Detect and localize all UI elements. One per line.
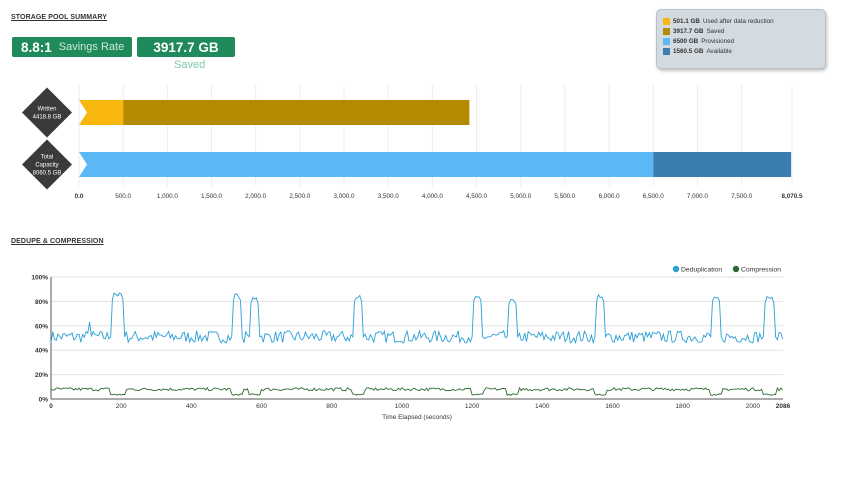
x-tick-label: 4,000.0 [422,193,444,200]
capacity-bar-chart: 0.0 500.0 1,000.0 1,500.0 2,000.0 2,500.0 3,00… [22,85,803,200]
savings-rate-label: Savings Rate [58,41,125,53]
legend-swatch [663,38,670,45]
legend-marker [732,265,740,273]
x-tick-label: 6,000.0 [599,193,621,200]
x-axis-title: Time Elapsed (seconds) [382,414,452,421]
x-tick-label: 3,500.0 [378,193,400,200]
y-tick-label: 40% [35,348,48,355]
x-tick-label: 2000 [746,403,761,410]
category-diamond [22,139,72,190]
y-tick-label: 60% [35,323,48,330]
x-tick-label: 7,000.0 [687,193,709,200]
legend-value: 3917.7 GB [673,28,704,35]
x-tick-label: 1000 [395,403,410,410]
legend-label: Provisioned [701,38,735,45]
series-line [50,386,783,397]
x-tick-label: 500.0 [115,193,131,200]
x-tick-label: 6,500.0 [643,193,665,200]
storage-pool-title: STORAGE POOL SUMMARY [11,14,107,21]
legend-item-used: 501.1 GB Used after data reduction [663,17,774,26]
legend-label: Compression [741,266,781,273]
legend-label: Deduplication [681,266,722,273]
x-tick-label: 3,000.0 [334,193,356,200]
saved-label: Saved [174,59,206,71]
category-name: Written [38,107,57,113]
bar-segment [123,100,470,125]
x-tick-label: 7,500.0 [731,193,753,200]
x-tick-label: 600 [256,403,267,410]
legend-label: Saved [706,28,725,35]
legend-value: 501.1 GB [673,18,700,25]
x-tick-label: 8,070.5 [781,193,803,200]
saved-value: 3917.7 GB [153,39,219,55]
x-tick-label: 4,500.0 [466,193,488,200]
legend-item-saved: 3917.7 GB Saved [663,27,724,36]
x-tick-label: 1600 [605,403,620,410]
x-tick-label: 1,500.0 [201,193,223,200]
y-tick-label: 80% [35,299,48,306]
category-name: Capacity [35,163,58,169]
legend-label: Available [706,48,732,55]
legend-item-provisioned: 6500 GB Provisioned [663,37,734,46]
category-value: 8060.5 GB [33,171,62,177]
y-tick-label: 0% [39,397,49,404]
legend-swatch [663,48,670,55]
x-tick-label: 0.0 [75,193,84,200]
savings-ratio: 8.8:1 [21,39,52,55]
x-tick-label: 1,000.0 [157,193,179,200]
x-tick-label: 5,000.0 [510,193,532,200]
category-value: 4418.8 GB [33,115,62,121]
legend-swatch [663,18,670,25]
x-tick-label: 0 [49,403,53,410]
y-tick-label: 20% [35,372,48,379]
legend-swatch [663,28,670,35]
dedupe-line-chart: 0% 20% 40% 60% 80% 100% 0 200 400 600 800 1000 1200 1… [31,265,791,421]
saved-badge: 3917.7 GB [137,37,235,57]
bar-segment [79,100,124,125]
legend-marker [672,265,680,273]
legend-label: Used after data reduction [702,18,774,25]
capacity-legend: 501.1 GB Used after data reduction 3917.… [656,9,826,69]
legend-item-available: 1560.5 GB Available [663,47,732,56]
x-tick-label: 1200 [465,403,480,410]
x-tick-label: 2,500.0 [289,193,311,200]
bar-segment [79,152,654,177]
y-tick-label: 100% [31,275,48,282]
x-tick-label: 1400 [535,403,550,410]
x-tick-label: 5,500.0 [554,193,576,200]
x-tick-label: 800 [326,403,337,410]
savings-rate-badge: 8.8:1 Savings Rate [12,37,132,57]
x-tick-label: 200 [116,403,127,410]
x-tick-label: 2,000.0 [245,193,267,200]
dedupe-title: DEDUPE & COMPRESSION [11,238,104,245]
x-tick-label: 2086 [776,403,791,410]
category-name: Total [41,155,54,161]
x-tick-label: 1800 [675,403,690,410]
legend-value: 6500 GB [673,38,699,45]
series-line [50,292,784,345]
category-diamond [22,87,72,138]
x-tick-label: 400 [186,403,197,410]
legend-value: 1560.5 GB [673,48,704,55]
bar-segment [653,152,792,177]
